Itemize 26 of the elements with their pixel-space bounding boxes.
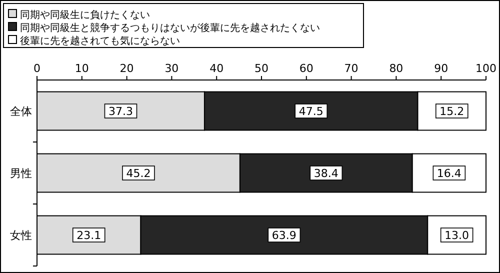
y-tick-label: 男性 (10, 167, 32, 180)
legend-label: 同期や同級生と競争するつもりはないが後輩に先を越されたくない (20, 22, 320, 34)
data-label: 16.4 (436, 167, 462, 180)
legend-label: 後輩に先を越されても気にならない (20, 35, 180, 47)
y-tick-label: 女性 (10, 229, 32, 242)
x-tick-label: 70 (344, 62, 358, 75)
x-tick-label: 90 (434, 62, 448, 75)
x-tick-label: 20 (120, 62, 134, 75)
y-tick-label: 全体 (10, 105, 32, 118)
legend-label: 同期や同級生に負けたくない (20, 9, 150, 21)
x-tick-label: 100 (476, 62, 496, 75)
data-label: 45.2 (126, 167, 151, 180)
data-label: 38.4 (314, 167, 338, 180)
x-tick-label: 10 (74, 62, 89, 75)
data-label: 47.5 (298, 105, 324, 118)
x-tick-label: 60 (299, 62, 314, 75)
x-tick-label: 50 (254, 62, 268, 75)
x-tick-label: 0 (34, 62, 40, 75)
x-tick-label: 30 (164, 62, 179, 75)
data-label: 63.9 (272, 229, 296, 242)
x-tick-label: 80 (389, 62, 404, 75)
data-label: 23.1 (76, 229, 102, 242)
data-label: 13.0 (444, 229, 470, 242)
data-label: 37.3 (108, 105, 133, 118)
data-label: 15.2 (440, 105, 464, 118)
x-tick-label: 40 (210, 62, 224, 75)
